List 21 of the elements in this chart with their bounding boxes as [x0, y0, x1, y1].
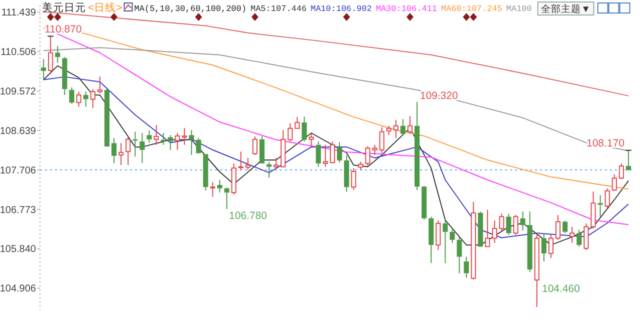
y-tick-label: 104.906 [0, 284, 36, 295]
y-tick-label: 105.840 [0, 244, 36, 256]
y-tick-label: 108.639 [0, 126, 36, 138]
y-tick-label: 107.706 [0, 165, 36, 176]
chart-subtitle: <日线> [88, 1, 122, 14]
text: MA60:107.245 [441, 4, 502, 14]
button: 全部主题▼ [537, 2, 594, 16]
text: MA10:106.902 [310, 4, 372, 14]
text: MA30:106.411 [376, 4, 438, 14]
annotation: 106.780 [229, 210, 268, 222]
y-tick-label: 110.506 [0, 47, 36, 58]
chart-title: 美元日元 [42, 1, 86, 14]
annotation: 104.460 [542, 283, 580, 295]
annotation: 108.170 [586, 137, 625, 150]
y-tick-label: 106.773 [0, 204, 36, 216]
y-tick-label: 109.572 [0, 86, 36, 98]
annotation: MA(5,10,30,60,100,200) [134, 4, 246, 14]
y-tick-label: 111.439 [1, 8, 36, 19]
text: MA5:107.446 [250, 4, 307, 14]
text: MA100 [506, 4, 532, 14]
annotation: 全部主题▼ [541, 3, 590, 15]
